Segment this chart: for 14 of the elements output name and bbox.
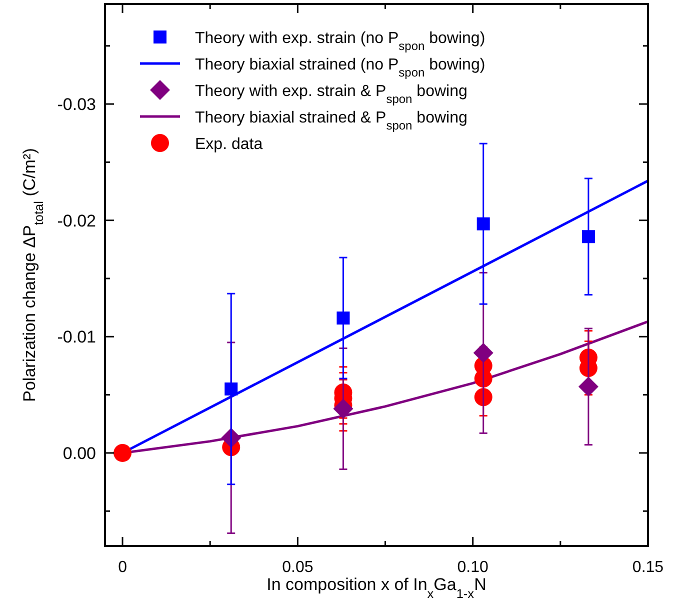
legend-label: Theory biaxial strained (no P$_{spon}$ bowing) (195, 56, 486, 80)
y-tick-label: -0.01 (57, 328, 96, 347)
x-tick-label: 0.10 (457, 559, 489, 576)
x-axis-title: In composition x of In$_{x}$Ga$_{1-x}$N (266, 575, 486, 600)
legend-label: Theory with exp. strain (no P$_{spon}$ bowing) (195, 30, 486, 53)
x-tick-label: 0.15 (632, 559, 664, 576)
y-tick-label: -0.02 (57, 211, 96, 230)
legend-label: Theory with exp. strain & P$_{spon}$ bowing (195, 83, 468, 106)
y-tick-label: 0.00 (62, 444, 96, 463)
legend-label: Theory biaxial strained & P$_{spon}$ bowing (195, 110, 468, 132)
x-tick-label: 0 (118, 559, 128, 576)
y-tick-label: -0.03 (57, 95, 96, 114)
x-tick-label: 0.05 (282, 559, 314, 576)
legend-label: Exp. data (195, 136, 263, 153)
